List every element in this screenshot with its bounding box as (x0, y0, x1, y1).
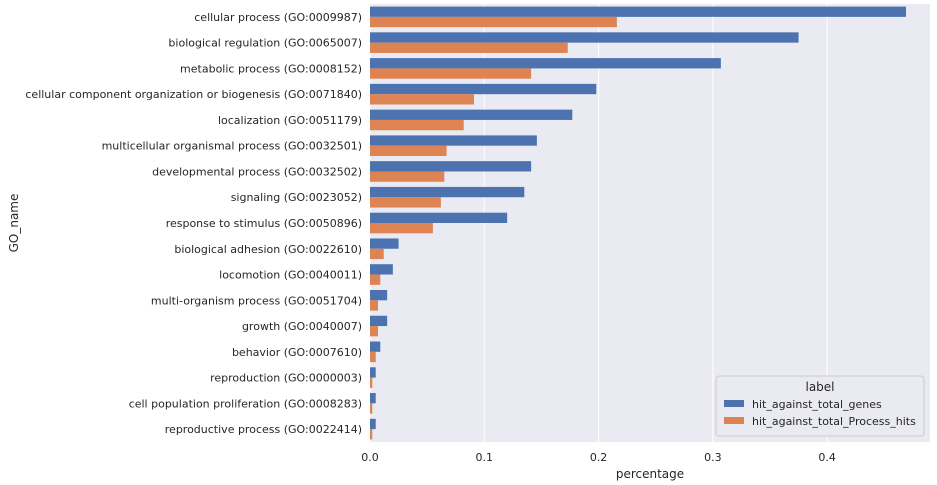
y-tick-label: reproduction (GO:0000003) (210, 372, 362, 385)
x-tick-labels: 0.0 0.1 0.2 0.3 0.4 (361, 451, 836, 464)
bar-hit_against_total_genes (370, 418, 376, 430)
bar-hit_against_total_genes (370, 109, 573, 120)
y-tick-label: multi-organism process (GO:0051704) (151, 294, 362, 307)
legend-title: label (805, 380, 834, 394)
bar-hit_against_total_genes (370, 186, 525, 198)
y-tick-label: locomotion (GO:0040011) (219, 269, 362, 282)
legend-swatch (724, 400, 744, 407)
bar-hit_against_total_genes (370, 161, 532, 172)
x-tick-label: 0.2 (590, 451, 608, 464)
bar-hit_against_total_genes (370, 238, 399, 249)
bar-hit_against_total_Process_hits (370, 223, 433, 234)
y-tick-label: growth (GO:0040007) (242, 320, 362, 333)
y-tick-label: biological adhesion (GO:0022610) (174, 243, 362, 256)
x-tick-label: 0.0 (361, 451, 379, 464)
y-tick-label: localization (GO:0051179) (218, 114, 362, 127)
y-tick-label: signaling (GO:0023052) (231, 191, 362, 204)
legend-entry: hit_against_total_genes (752, 398, 882, 411)
bar-hit_against_total_Process_hits (370, 300, 378, 311)
legend-swatch (724, 417, 744, 424)
x-tick-label: 0.4 (818, 451, 836, 464)
bar-hit_against_total_genes (370, 135, 537, 146)
bar-hit_against_total_Process_hits (370, 94, 474, 105)
y-tick-label: metabolic process (GO:0008152) (180, 62, 362, 75)
bar-hit_against_total_genes (370, 393, 376, 404)
bar-hit_against_total_genes (370, 289, 388, 301)
bar-hit_against_total_Process_hits (370, 429, 373, 440)
bar-hit_against_total_Process_hits (370, 119, 464, 131)
legend-box (715, 375, 925, 437)
bar-hit_against_total_Process_hits (370, 68, 532, 79)
bar-hit_against_total_Process_hits (370, 197, 441, 208)
x-axis-label: percentage (616, 467, 684, 481)
bar-hit_against_total_Process_hits (370, 274, 381, 285)
x-tick-label: 0.3 (704, 451, 722, 464)
y-tick-label: behavior (GO:0007610) (232, 346, 362, 359)
y-tick-label: reproductive process (GO:0022414) (165, 423, 362, 436)
y-tick-label: developmental process (GO:0032502) (152, 165, 362, 178)
legend: label hit_against_total_genes hit_against… (715, 375, 925, 437)
bar-hit_against_total_Process_hits (370, 171, 445, 182)
y-tick-label: biological regulation (GO:0065007) (168, 37, 362, 50)
bar-hit_against_total_Process_hits (370, 16, 617, 28)
bar-hit_against_total_Process_hits (370, 248, 384, 260)
bar-hit_against_total_genes (370, 83, 597, 95)
legend-entry: hit_against_total_Process_hits (752, 415, 916, 428)
y-tick-label: response to stimulus (GO:0050896) (166, 217, 362, 230)
bar-hit_against_total_Process_hits (370, 42, 568, 53)
bar-hit_against_total_Process_hits (370, 326, 378, 337)
bar-hit_against_total_Process_hits (370, 403, 373, 414)
y-tick-label: cellular process (GO:0009987) (194, 11, 362, 24)
bar-hit_against_total_genes (370, 212, 508, 223)
bars (370, 6, 906, 440)
y-tick-label: cell population proliferation (GO:000828… (129, 397, 362, 410)
bar-hit_against_total_genes (370, 264, 393, 275)
bar-hit_against_total_Process_hits (370, 351, 376, 363)
y-tick-labels: cellular process (GO:0009987) biological … (25, 11, 362, 436)
bar-hit_against_total_genes (370, 341, 381, 352)
bar-hit_against_total_genes (370, 315, 388, 327)
bar-hit_against_total_genes (370, 6, 906, 17)
x-tick-label: 0.1 (476, 451, 494, 464)
bar-hit_against_total_Process_hits (370, 145, 447, 157)
bar-hit_against_total_Process_hits (370, 377, 373, 388)
y-tick-label: cellular component organization or bioge… (25, 88, 362, 101)
y-axis-label: GO_name (7, 194, 21, 253)
bar-hit_against_total_genes (370, 58, 721, 69)
bar-hit_against_total_genes (370, 32, 799, 43)
bar-hit_against_total_genes (370, 367, 376, 378)
y-tick-label: multicellular organismal process (GO:003… (102, 140, 362, 153)
